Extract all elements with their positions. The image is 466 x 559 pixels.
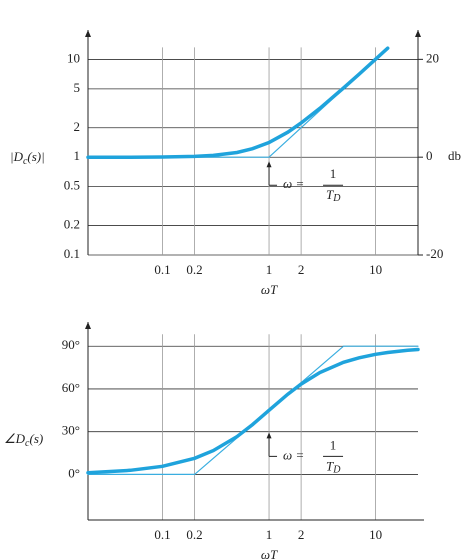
annotation-arrow xyxy=(268,437,278,457)
x-axis-label: ωT xyxy=(261,547,278,559)
series-line xyxy=(87,345,419,475)
x-tick-label: 0.1 xyxy=(154,262,170,277)
y2-tick-label: -20 xyxy=(426,246,443,261)
x-tick-label: 10 xyxy=(369,262,382,277)
y2-tick-label: 20 xyxy=(426,50,439,65)
x-tick-label: 0.2 xyxy=(186,527,202,542)
series-line xyxy=(86,347,420,475)
label-part: D xyxy=(332,194,341,205)
arrowhead xyxy=(266,161,272,168)
label-part: ∠D xyxy=(4,431,26,446)
annotation-numerator: 1 xyxy=(330,166,337,181)
y-tick-label: 1 xyxy=(74,148,81,163)
y-tick-label: 0° xyxy=(68,465,80,480)
y-tick-label: 90° xyxy=(62,337,80,352)
x-tick-label: 0.2 xyxy=(186,262,202,277)
y-tick-label: 0.2 xyxy=(64,217,80,232)
y-tick-label: 0.1 xyxy=(64,246,80,261)
x-axis-label: ωT xyxy=(261,282,278,297)
y-axis-label: ∠Dc(s) xyxy=(4,431,43,449)
arrowhead xyxy=(266,432,272,439)
annotation-text: ω = xyxy=(283,447,304,462)
arrowhead xyxy=(85,322,91,329)
y-tick-label: 5 xyxy=(74,80,81,95)
label-part: (s)| xyxy=(27,149,44,164)
annotation-text: ω = xyxy=(283,176,304,191)
label-part: |D xyxy=(10,149,24,164)
x-tick-label: 0.1 xyxy=(154,527,170,542)
x-tick-label: 2 xyxy=(298,527,305,542)
annotation-denominator: TD xyxy=(326,458,341,475)
x-tick-label: 10 xyxy=(369,527,382,542)
series-line xyxy=(87,58,377,158)
label-part: (s) xyxy=(30,431,44,446)
y2-axis-label: db xyxy=(448,148,461,163)
y-tick-label: 30° xyxy=(62,423,80,438)
annotation-arrow xyxy=(268,166,278,186)
label-part: c xyxy=(25,438,30,449)
annotation-denominator: TD xyxy=(326,187,341,204)
y-tick-label: 10 xyxy=(67,50,80,65)
x-tick-label: 1 xyxy=(266,527,273,542)
arrowhead xyxy=(415,30,421,37)
x-tick-label: 2 xyxy=(298,262,305,277)
label-part: T xyxy=(326,458,334,473)
label-part: D xyxy=(332,465,341,476)
y-tick-label: 0.5 xyxy=(64,178,80,193)
y-tick-label: 2 xyxy=(74,119,81,134)
label-part: T xyxy=(326,187,334,202)
x-tick-label: 1 xyxy=(266,262,273,277)
y2-tick-label: 0 xyxy=(426,148,433,163)
y-tick-label: 60° xyxy=(62,380,80,395)
series-line xyxy=(86,46,390,159)
y-axis-label: |Dc(s)| xyxy=(10,149,45,167)
annotation-numerator: 1 xyxy=(330,437,337,452)
arrowhead xyxy=(85,30,91,37)
label-part: c xyxy=(23,156,28,167)
